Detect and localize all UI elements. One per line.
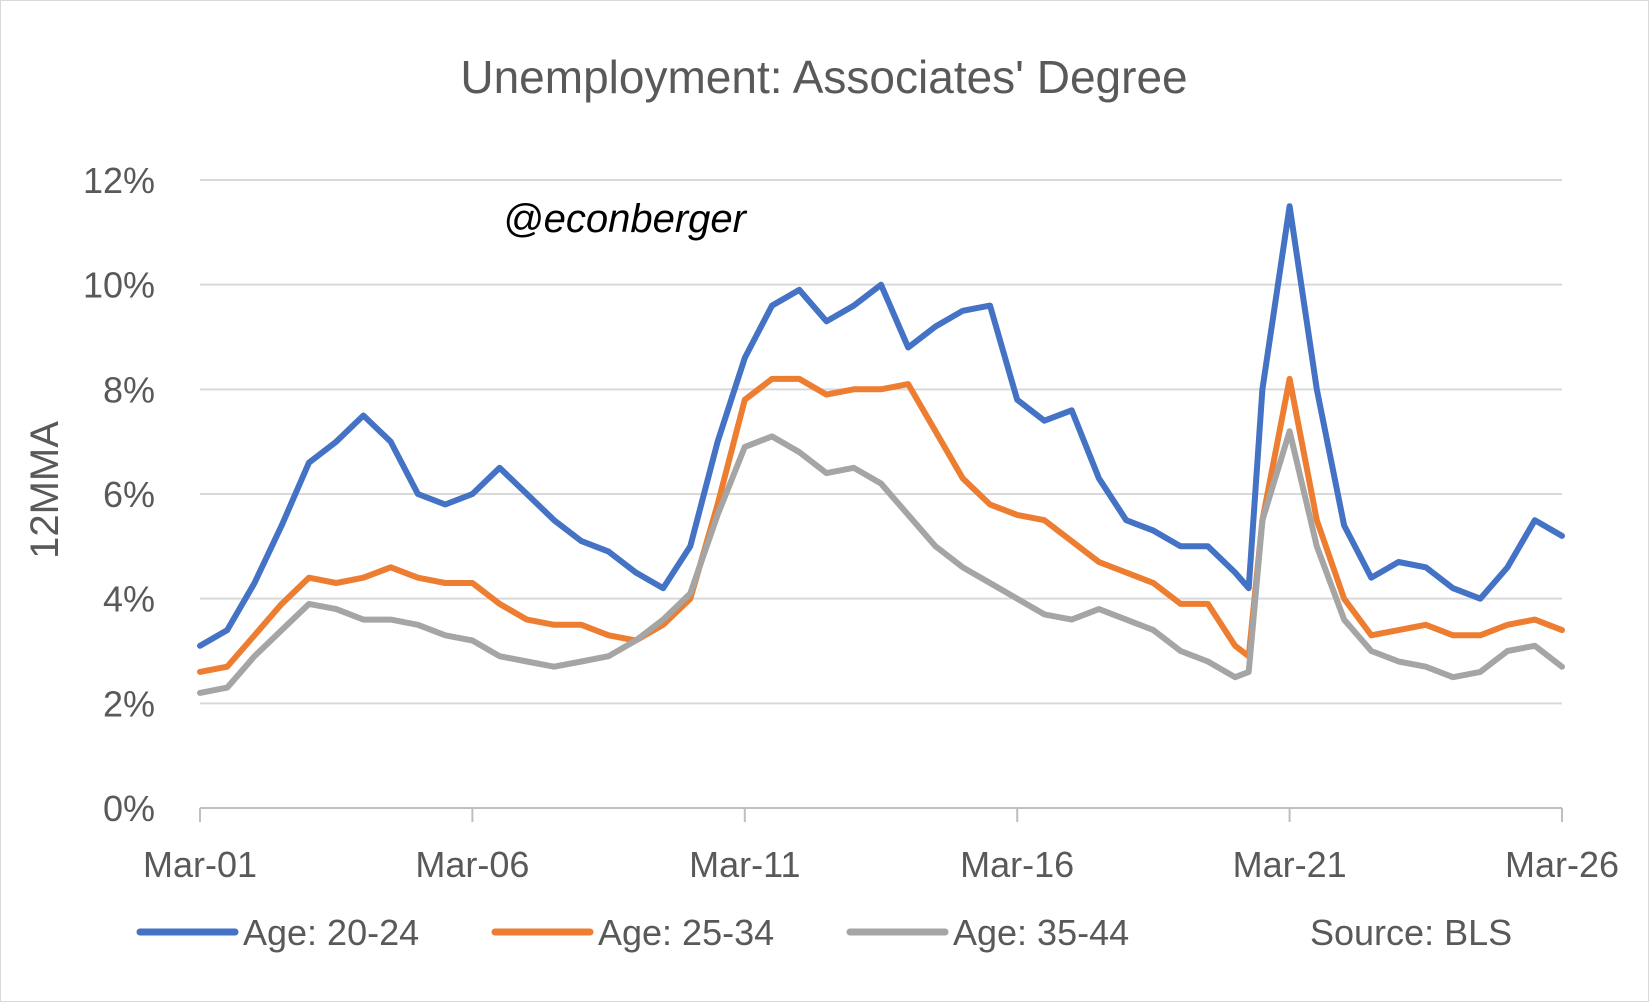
chart-title: Unemployment: Associates' Degree (460, 51, 1187, 103)
x-tick-label: Mar-26 (1505, 844, 1619, 885)
x-tick-label: Mar-21 (1233, 844, 1347, 885)
y-tick-label: 2% (103, 683, 155, 724)
x-tick-label: Mar-06 (415, 844, 529, 885)
legend-label-age-35-44: Age: 35-44 (953, 912, 1129, 953)
y-tick-label: 0% (103, 788, 155, 829)
source-note: Source: BLS (1310, 912, 1512, 953)
y-axis: 0% 2% 4% 6% 8% 10% 12% (83, 160, 155, 829)
y-tick-label: 10% (83, 265, 155, 306)
x-axis (199, 807, 1563, 822)
series-line-age-25-34 (197, 375, 1565, 675)
legend-label-age-25-34: Age: 25-34 (598, 912, 774, 953)
legend: Age: 20-24 Age: 25-34 Age: 35-44 (136, 912, 1129, 953)
y-tick-label: 12% (83, 160, 155, 201)
x-tick-label: Mar-01 (143, 844, 257, 885)
x-tick-label: Mar-16 (960, 844, 1074, 885)
y-axis-title: 12MMA (23, 421, 67, 559)
watermark-annotation: @econberger (503, 197, 748, 241)
series-line-age-35-44 (197, 428, 1565, 696)
y-tick-label: 6% (103, 474, 155, 515)
series-line-age-20-24 (197, 203, 1565, 649)
legend-label-age-20-24: Age: 20-24 (243, 912, 419, 953)
y-tick-label: 8% (103, 369, 155, 410)
y-tick-label: 4% (103, 579, 155, 620)
x-axis-labels: Mar-01 Mar-06 Mar-11 Mar-16 Mar-21 Mar-26 (143, 844, 1619, 885)
x-tick-label: Mar-11 (689, 844, 800, 885)
series-lines (197, 203, 1565, 696)
